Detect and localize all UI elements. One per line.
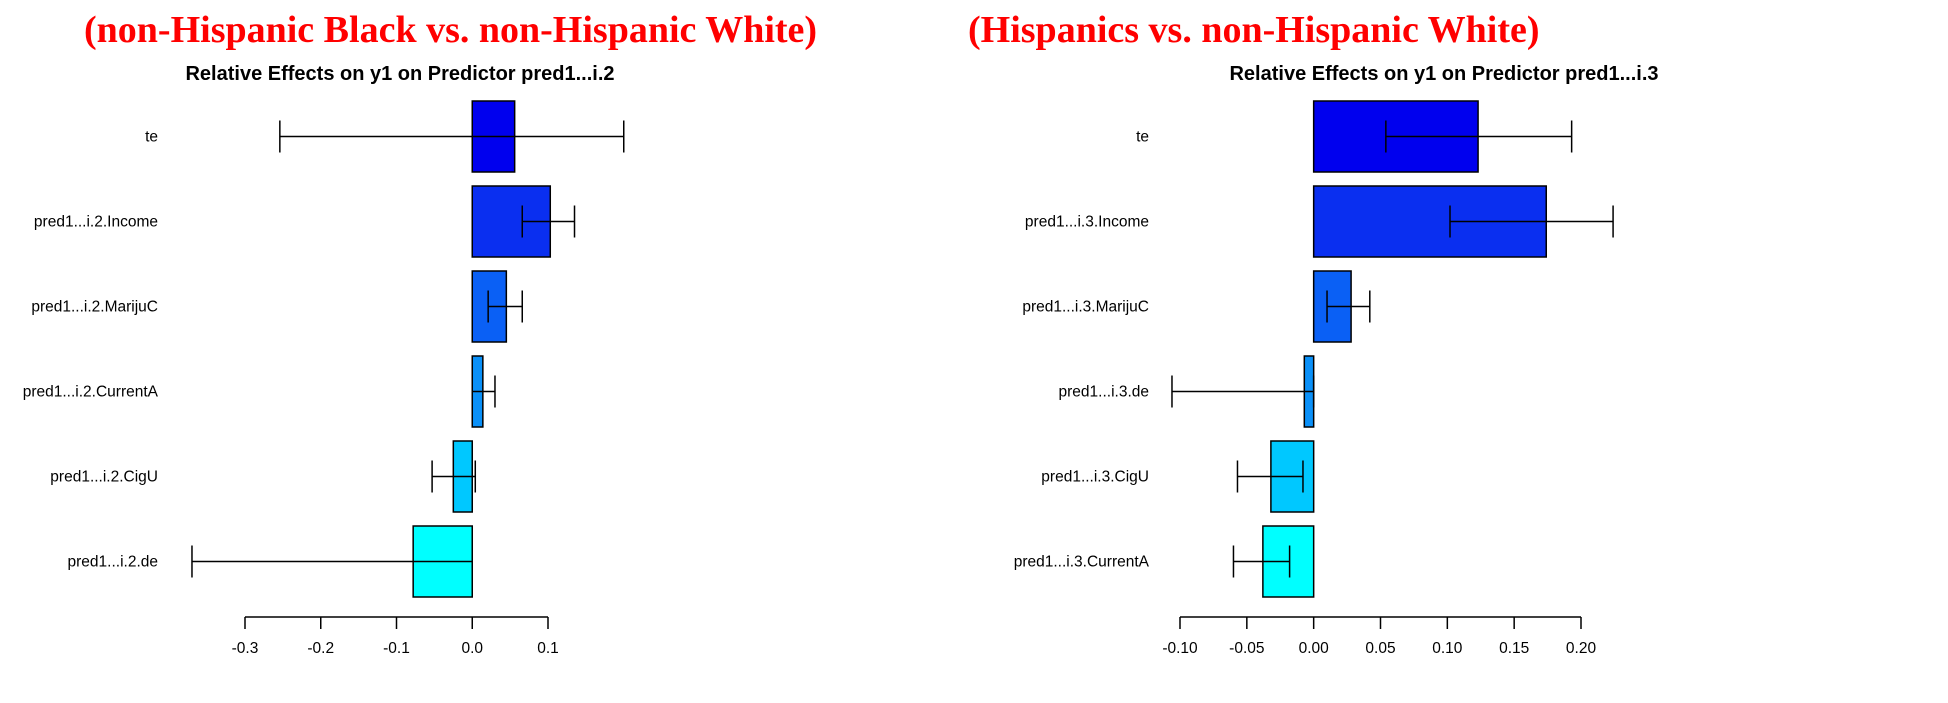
x-tick-label: -0.1: [383, 640, 410, 657]
comparison-heading-right: (Hispanics vs. non-Hispanic White): [968, 9, 1540, 51]
category-label: te: [1136, 129, 1149, 146]
x-tick-label: 0.1: [537, 640, 559, 657]
category-label: pred1...i.3.CigU: [1041, 469, 1149, 486]
x-tick-label: 0.0: [461, 640, 483, 657]
chart-title: Relative Effects on y1 on Predictor pred…: [1229, 63, 1658, 85]
chart-title: Relative Effects on y1 on Predictor pred…: [185, 63, 614, 85]
x-tick-label: 0.15: [1499, 640, 1529, 657]
category-label: pred1...i.3.MarijuC: [1022, 299, 1149, 316]
category-label: pred1...i.2.CigU: [50, 469, 158, 486]
x-tick-label: 0.05: [1365, 640, 1395, 657]
category-label: pred1...i.3.CurrentA: [1014, 554, 1150, 571]
category-label: pred1...i.3.de: [1059, 384, 1149, 401]
category-label: pred1...i.3.Income: [1025, 214, 1149, 231]
comparison-heading-left: (non-Hispanic Black vs. non-Hispanic Whi…: [84, 9, 818, 51]
x-tick-label: 0.10: [1432, 640, 1463, 657]
category-label: pred1...i.2.CurrentA: [23, 384, 159, 401]
x-tick-label: -0.2: [307, 640, 334, 657]
category-label: pred1...i.2.Income: [34, 214, 158, 231]
x-tick-label: 0.00: [1299, 640, 1330, 657]
category-label: pred1...i.2.de: [68, 554, 158, 571]
relative-effects-chart-left: Relative Effects on y1 on Predictor pred…: [23, 63, 625, 657]
x-tick-label: -0.10: [1162, 640, 1198, 657]
x-tick-label: -0.05: [1229, 640, 1264, 657]
category-label: te: [145, 129, 158, 146]
x-tick-label: 0.20: [1566, 640, 1597, 657]
x-tick-label: -0.3: [232, 640, 259, 657]
category-label: pred1...i.2.MarijuC: [31, 299, 158, 316]
relative-effects-chart-right: Relative Effects on y1 on Predictor pred…: [1014, 63, 1659, 657]
